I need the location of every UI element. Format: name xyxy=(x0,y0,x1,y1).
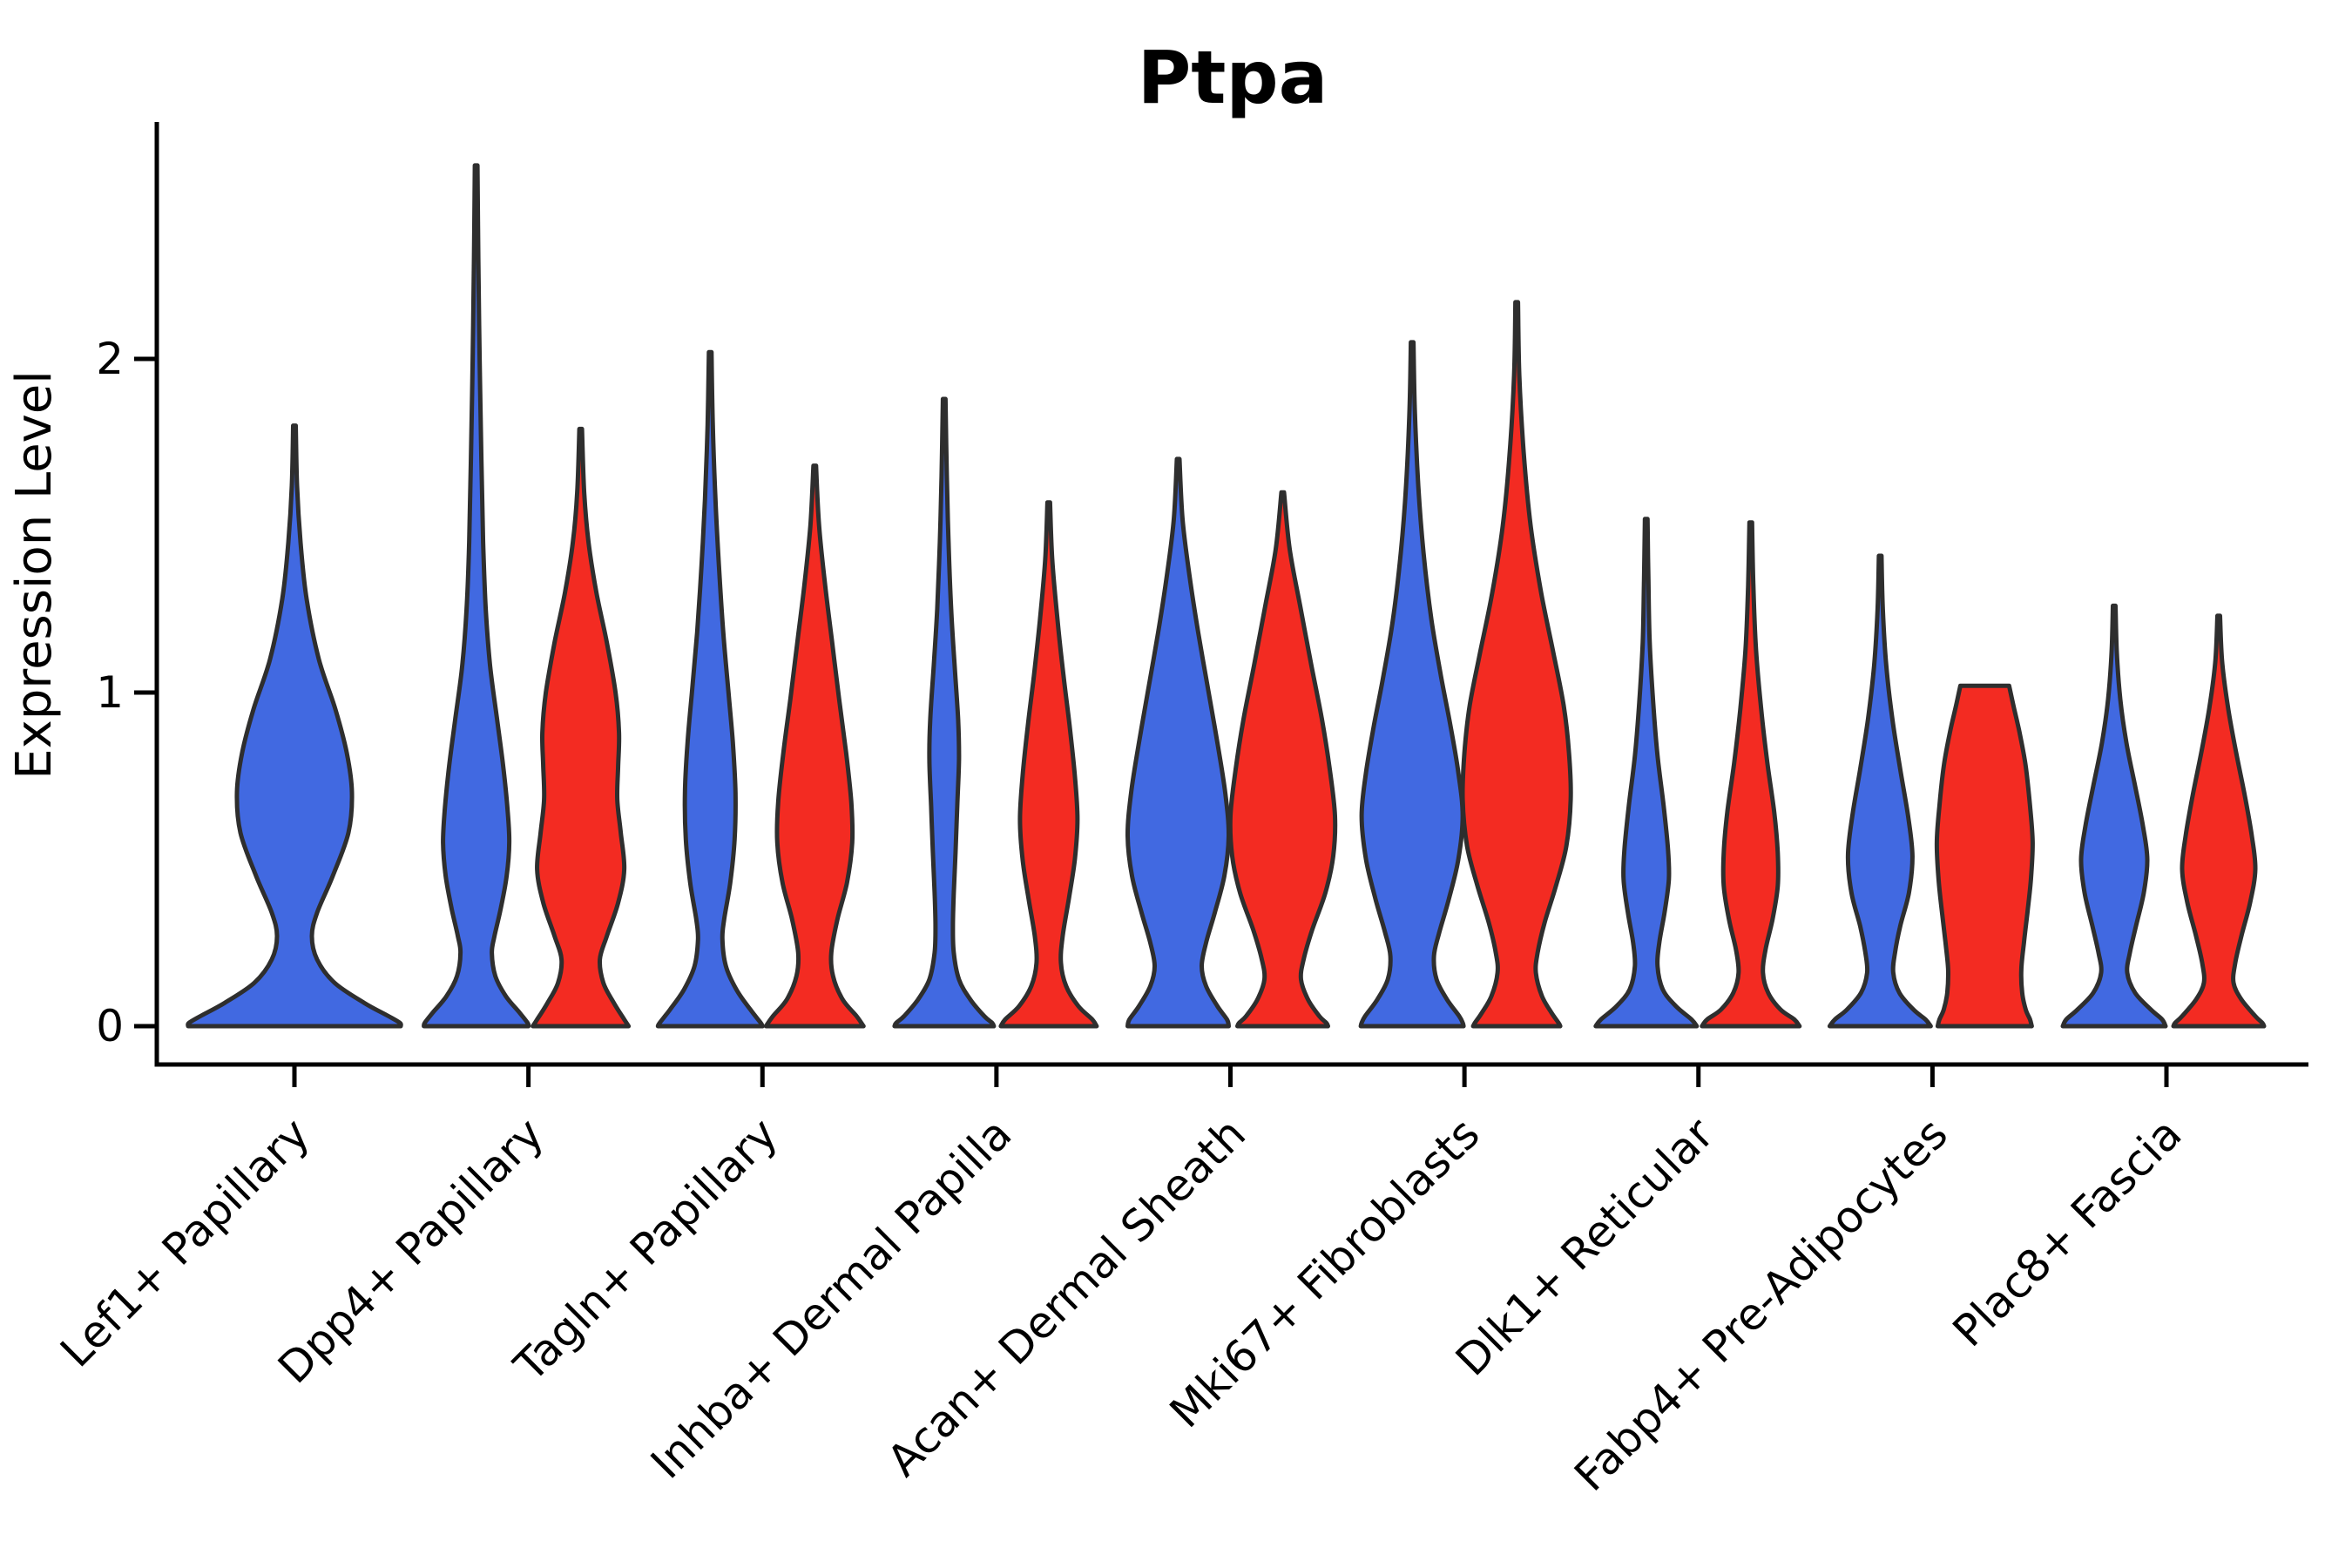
y-axis-ticks: 0 1 2 xyxy=(96,334,157,1051)
x-tick-label-plac8-fascia: Plac8+ Fascia xyxy=(1943,1108,2192,1356)
y-axis-label: Expression Level xyxy=(6,370,63,780)
violin-plac8-fascia-red xyxy=(2171,613,2267,1029)
violin-dpp4-papillary-blue xyxy=(422,163,531,1029)
violin-dlk1-reticular-blue xyxy=(1593,517,1700,1029)
x-tick-label-fabp4-pre-adipocytes: Fabp4+ Pre-Adipocytes xyxy=(1565,1108,1957,1501)
x-tick-label-dlk1-reticular: Dlk1+ Reticular xyxy=(1446,1108,1723,1385)
violins-layer xyxy=(186,163,2267,1029)
violin-inhba-dermal-papilla-blue xyxy=(892,396,997,1029)
violin-fabp4-pre-adipocytes-blue xyxy=(1827,553,1933,1029)
y-tick-label-2: 2 xyxy=(96,334,124,384)
violin-acan-dermal-sheath-blue xyxy=(1125,456,1232,1029)
violin-acan-dermal-sheath-red xyxy=(1227,490,1338,1029)
violin-mki67-fibroblasts-blue xyxy=(1358,340,1466,1029)
violin-plac8-fascia-blue xyxy=(2060,603,2168,1029)
violin-tagln-papillary-red xyxy=(763,463,866,1029)
violin-dpp4-papillary-red xyxy=(531,426,632,1029)
x-tick-label-lef1-papillary: Lef1+ Papillary xyxy=(51,1108,319,1376)
y-tick-label-1: 1 xyxy=(96,667,124,718)
y-tick-label-0: 0 xyxy=(96,1001,124,1051)
violin-inhba-dermal-papilla-red xyxy=(998,500,1099,1029)
chart-title: Ptpa xyxy=(1138,35,1328,120)
violin-mki67-fibroblasts-red xyxy=(1460,300,1573,1029)
violin-fabp4-pre-adipocytes-red xyxy=(1934,683,2035,1029)
violin-tagln-papillary-blue xyxy=(655,349,765,1029)
violin-lef1-papillary-blue xyxy=(186,423,403,1029)
violin-dlk1-reticular-red xyxy=(1700,520,1802,1029)
